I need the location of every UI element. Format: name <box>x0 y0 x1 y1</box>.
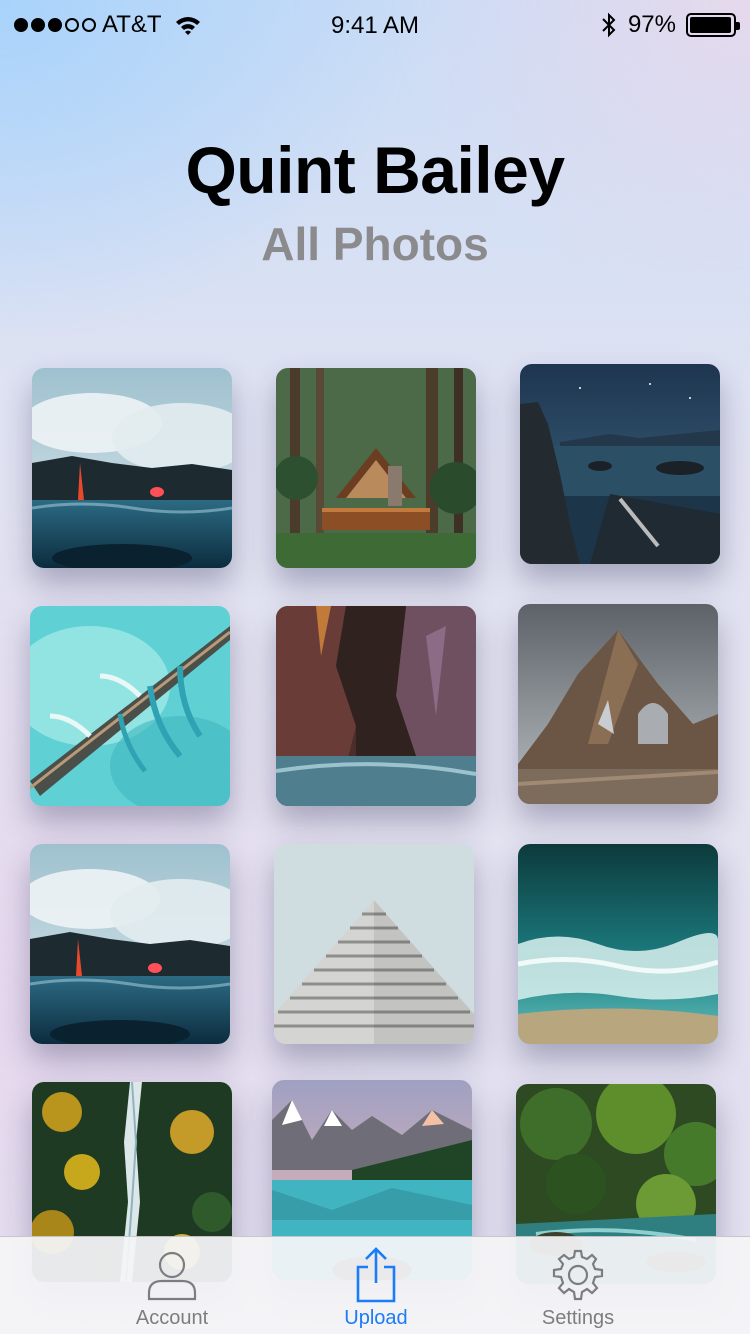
rock-arch-photo <box>518 604 718 804</box>
tab-settings[interactable]: Settings <box>498 1237 658 1334</box>
photo-thumbnail[interactable] <box>276 606 476 806</box>
status-time: 9:41 AM <box>330 12 420 39</box>
photo-thumbnail[interactable] <box>30 844 230 1044</box>
building-photo <box>274 844 474 1044</box>
tab-upload-label: Upload <box>344 1307 408 1329</box>
wifi-icon <box>175 17 200 35</box>
person-icon <box>146 1247 198 1303</box>
tab-upload[interactable]: Upload <box>296 1237 456 1334</box>
gear-icon <box>552 1247 604 1303</box>
battery-fill <box>690 17 731 33</box>
battery-icon <box>686 13 740 37</box>
lava-ocean-photo <box>30 844 230 1044</box>
photo-thumbnail[interactable] <box>32 368 232 568</box>
photo-thumbnail[interactable] <box>520 364 720 564</box>
share-upload-icon <box>354 1247 398 1303</box>
ocean-wave-photo <box>518 844 718 1044</box>
forest-cabin-photo <box>276 368 476 568</box>
tab-bar: Account Upload Settings <box>0 1236 750 1334</box>
battery-percent: 97% <box>627 11 676 38</box>
lava-ocean-photo <box>32 368 232 568</box>
tab-account[interactable]: Account <box>92 1237 252 1334</box>
bluetooth-icon <box>602 12 616 38</box>
aerial-ice-photo <box>30 606 230 806</box>
carrier-name: AT&T <box>102 11 162 38</box>
night-lake-photo <box>520 364 720 564</box>
slot-canyon-photo <box>276 606 476 806</box>
tab-account-label: Account <box>135 1307 209 1329</box>
status-bar: AT&T 9:41 AM 97% <box>0 0 750 52</box>
tab-settings-label: Settings <box>541 1307 615 1329</box>
photo-thumbnail[interactable] <box>518 604 718 804</box>
page-subtitle: All Photos <box>261 218 489 270</box>
status-left: AT&T <box>14 11 202 39</box>
photo-thumbnail[interactable] <box>518 844 718 1044</box>
photo-thumbnail[interactable] <box>276 368 476 568</box>
status-right: 97% <box>600 11 740 39</box>
signal-strength-icon <box>14 18 96 32</box>
page-title: Quint Bailey <box>185 133 565 207</box>
photo-thumbnail[interactable] <box>30 606 230 806</box>
photo-thumbnail[interactable] <box>274 844 474 1044</box>
